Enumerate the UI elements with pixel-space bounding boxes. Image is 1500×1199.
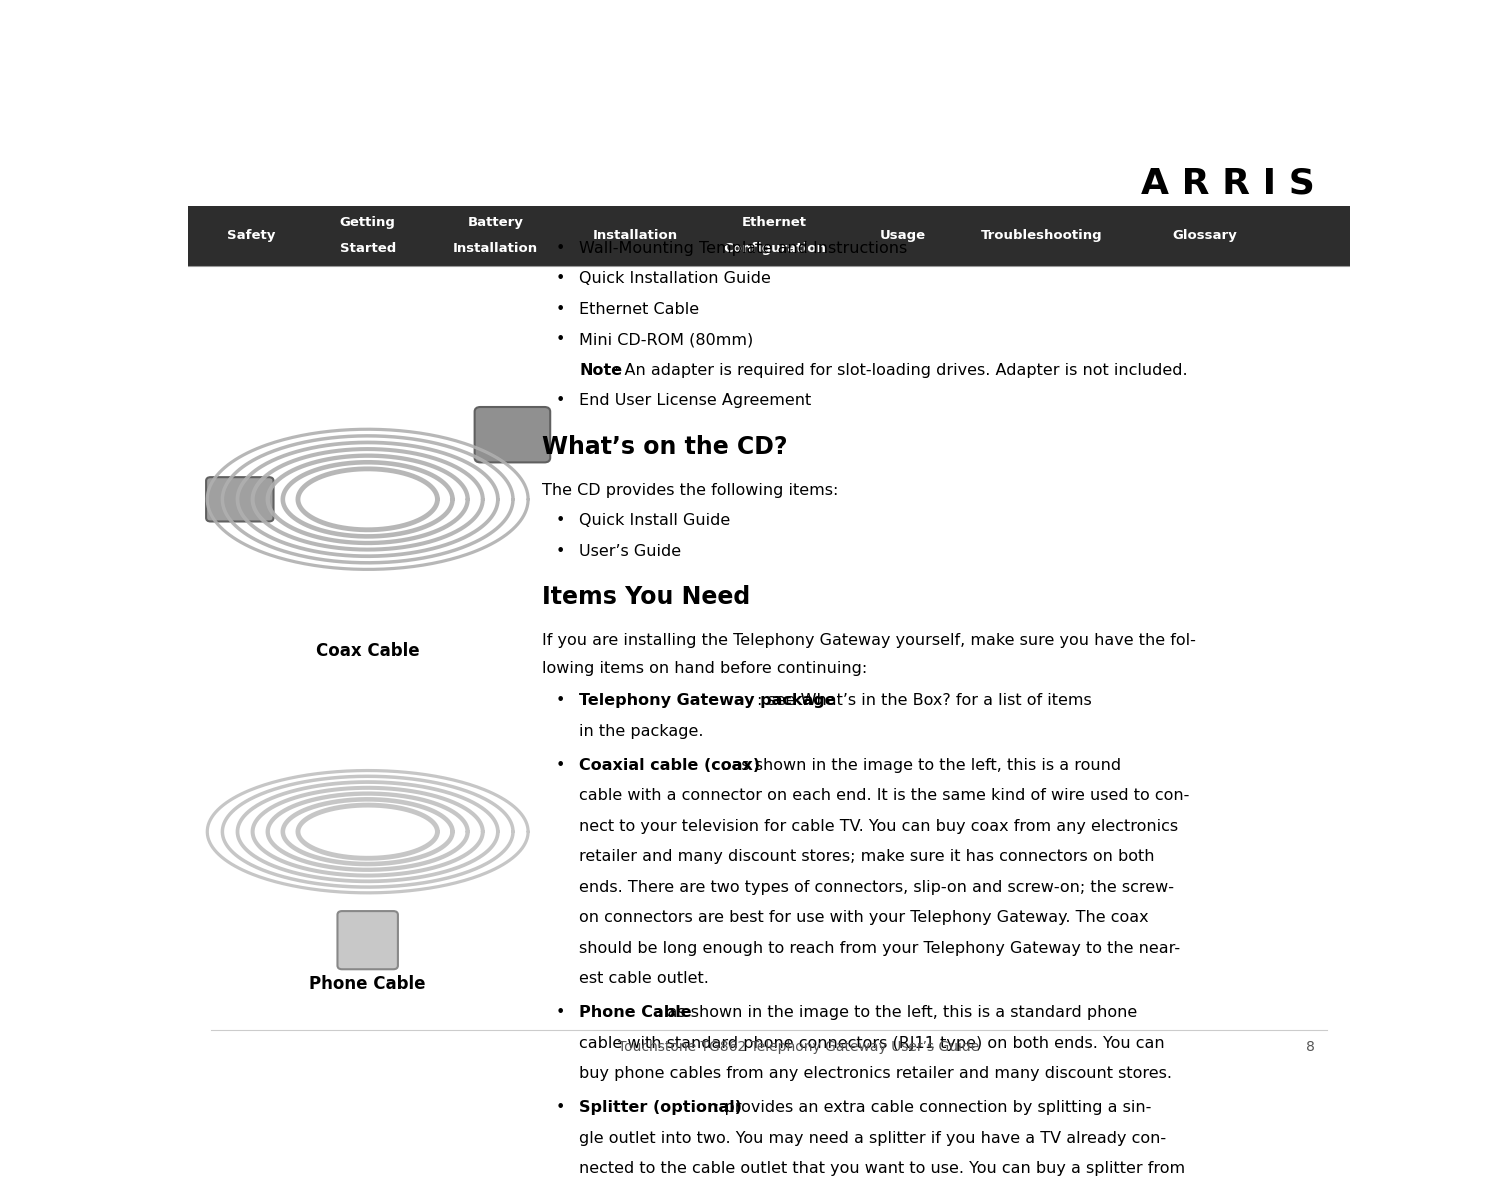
Text: •: •	[556, 393, 566, 408]
Text: Getting: Getting	[339, 216, 396, 229]
Text: cable with standard phone connectors (RJ11 type) on both ends. You can: cable with standard phone connectors (RJ…	[579, 1036, 1166, 1050]
Text: Coax Cable: Coax Cable	[316, 643, 420, 661]
Text: Wall-Mounting Template and Instructions: Wall-Mounting Template and Instructions	[579, 241, 908, 255]
Text: User’s Guide: User’s Guide	[579, 543, 681, 559]
FancyBboxPatch shape	[338, 911, 398, 969]
Text: buy phone cables from any electronics retailer and many discount stores.: buy phone cables from any electronics re…	[579, 1066, 1173, 1081]
Text: •: •	[556, 302, 566, 317]
Text: nected to the cable outlet that you want to use. You can buy a splitter from: nected to the cable outlet that you want…	[579, 1162, 1185, 1176]
Text: Started: Started	[339, 242, 396, 255]
Text: ends. There are two types of connectors, slip-on and screw-on; the screw-: ends. There are two types of connectors,…	[579, 880, 1174, 894]
Text: nect to your television for cable TV. You can buy coax from any electronics: nect to your television for cable TV. Yo…	[579, 819, 1179, 833]
Text: : as shown in the image to the left, this is a round: : as shown in the image to the left, thi…	[722, 758, 1120, 773]
Text: •: •	[556, 758, 566, 773]
Text: Installation: Installation	[592, 229, 678, 242]
FancyBboxPatch shape	[474, 406, 550, 463]
Text: Installation: Installation	[453, 242, 538, 255]
Text: •: •	[556, 693, 566, 709]
Text: Usage: Usage	[879, 229, 926, 242]
Text: Telephony Gateway package: Telephony Gateway package	[579, 693, 836, 709]
Text: : see What’s in the Box? for a list of items: : see What’s in the Box? for a list of i…	[756, 693, 1092, 709]
FancyBboxPatch shape	[188, 206, 1350, 266]
Text: est cable outlet.: est cable outlet.	[579, 971, 710, 986]
Text: 8: 8	[1306, 1040, 1316, 1054]
Text: •: •	[556, 1005, 566, 1020]
Text: •: •	[556, 513, 566, 529]
Text: Ethernet: Ethernet	[742, 216, 807, 229]
Text: Splitter (optional): Splitter (optional)	[579, 1101, 742, 1115]
Text: Phone Cable: Phone Cable	[579, 1005, 692, 1020]
Text: •: •	[556, 1101, 566, 1115]
Text: Quick Install Guide: Quick Install Guide	[579, 513, 730, 529]
Text: retailer and many discount stores; make sure it has connectors on both: retailer and many discount stores; make …	[579, 849, 1155, 864]
Text: gle outlet into two. You may need a splitter if you have a TV already con-: gle outlet into two. You may need a spli…	[579, 1131, 1167, 1146]
Text: Phone Cable: Phone Cable	[309, 975, 426, 993]
Text: •: •	[556, 241, 566, 255]
Text: •: •	[556, 271, 566, 287]
Text: in the package.: in the package.	[579, 724, 704, 739]
Text: Items You Need: Items You Need	[542, 585, 750, 609]
Text: End User License Agreement: End User License Agreement	[579, 393, 812, 408]
Text: lowing items on hand before continuing:: lowing items on hand before continuing:	[542, 661, 867, 676]
Text: : provides an extra cable connection by splitting a sin-: : provides an extra cable connection by …	[714, 1101, 1152, 1115]
Text: Mini CD-ROM (80mm): Mini CD-ROM (80mm)	[579, 332, 753, 348]
Text: Note: Note	[579, 362, 622, 378]
Text: Quick Installation Guide: Quick Installation Guide	[579, 271, 771, 287]
Text: A R R I S: A R R I S	[1142, 167, 1316, 201]
Text: on connectors are best for use with your Telephony Gateway. The coax: on connectors are best for use with your…	[579, 910, 1149, 926]
Text: Touchstone TG862 Telephony Gateway User’s Guide: Touchstone TG862 Telephony Gateway User’…	[618, 1040, 980, 1054]
Text: should be long enough to reach from your Telephony Gateway to the near-: should be long enough to reach from your…	[579, 941, 1180, 956]
Text: Safety: Safety	[228, 229, 276, 242]
Text: Ethernet Cable: Ethernet Cable	[579, 302, 699, 317]
Text: •: •	[556, 543, 566, 559]
Text: Battery: Battery	[468, 216, 524, 229]
Text: Glossary: Glossary	[1173, 229, 1238, 242]
Text: What’s on the CD?: What’s on the CD?	[542, 435, 788, 459]
Text: : An adapter is required for slot-loading drives. Adapter is not included.: : An adapter is required for slot-loadin…	[614, 362, 1188, 378]
Text: Configuration: Configuration	[723, 242, 827, 255]
Text: Troubleshooting: Troubleshooting	[981, 229, 1102, 242]
Text: cable with a connector on each end. It is the same kind of wire used to con-: cable with a connector on each end. It i…	[579, 788, 1190, 803]
Text: •: •	[556, 332, 566, 348]
FancyBboxPatch shape	[206, 477, 273, 522]
Text: The CD provides the following items:: The CD provides the following items:	[542, 483, 839, 498]
Text: If you are installing the Telephony Gateway yourself, make sure you have the fol: If you are installing the Telephony Gate…	[542, 633, 1196, 649]
Text: Coaxial cable (coax): Coaxial cable (coax)	[579, 758, 760, 773]
Text: : as shown in the image to the left, this is a standard phone: : as shown in the image to the left, thi…	[657, 1005, 1137, 1020]
